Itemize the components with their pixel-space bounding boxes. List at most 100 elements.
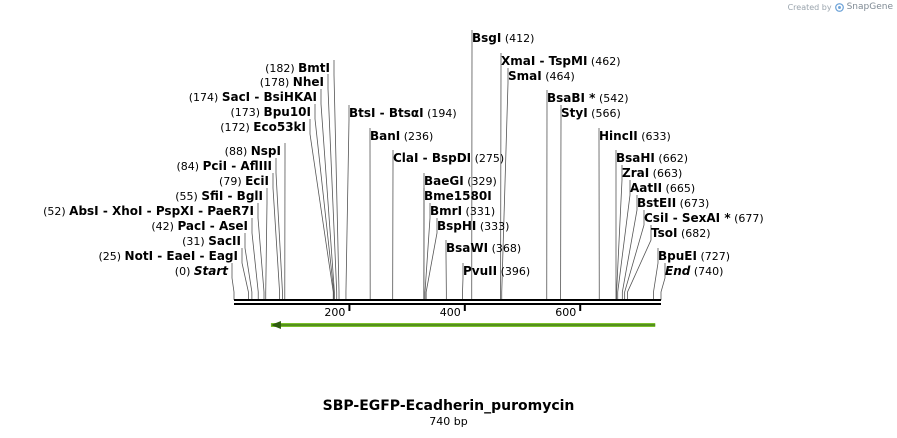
enzyme-name: AatII	[630, 181, 662, 195]
site-position: (182)	[265, 62, 298, 75]
restriction-site-nspi[interactable]: (88) NspI	[225, 144, 281, 158]
restriction-site-sacii[interactable]: (31) SacII	[182, 234, 241, 248]
enzyme-name: Bme1580I	[424, 189, 492, 203]
app-name: SnapGene	[846, 2, 893, 12]
site-position: (663)	[649, 167, 682, 180]
sequence-title: SBP-EGFP-Ecadherin_puromycin	[322, 398, 575, 414]
restriction-site-aatii[interactable]: AatII (665)	[630, 181, 695, 195]
restriction-site-absi[interactable]: (52) AbsI - XhoI - PspXI - PaeR7I	[43, 204, 254, 218]
site-label-bsteii: BstEII (673)	[637, 196, 709, 210]
enzyme-name: NotI	[125, 249, 154, 263]
site-label-nhei: (178) NheI	[260, 75, 324, 89]
site-label-bpuei: BpuEI (727)	[658, 249, 730, 263]
enzyme-name: HincII	[599, 129, 638, 143]
restriction-site-bsahi[interactable]: BsaHI (662)	[616, 151, 688, 165]
site-position: (52)	[43, 205, 69, 218]
restriction-site-btsi[interactable]: BtsI - BtsαI (194)	[349, 106, 457, 120]
enzyme-name: SfiI	[201, 189, 223, 203]
restriction-site-hincii[interactable]: HincII (633)	[599, 129, 671, 143]
restriction-site-bsteii[interactable]: BstEII (673)	[637, 196, 709, 210]
enzyme-name: AseI	[219, 219, 248, 233]
enzyme-name: TspMI	[549, 54, 588, 68]
restriction-site-bsawi[interactable]: BsaWI (368)	[446, 241, 521, 255]
enzyme-name: BanI	[370, 129, 400, 143]
site-label-saci: (174) SacI - BsiHKAI	[189, 90, 317, 104]
restriction-site-sfii[interactable]: (55) SfiI - BglI	[175, 189, 263, 203]
enzyme-name: TsoI	[651, 226, 677, 240]
site-label-pvuii: PvuII (396)	[463, 264, 530, 278]
restriction-site-paci[interactable]: (42) PacI - AseI	[151, 219, 248, 233]
enzyme-name: Eco53kI	[253, 120, 306, 134]
leader-zrai	[616, 165, 623, 300]
site-label-zrai: ZraI (663)	[622, 166, 682, 180]
restriction-site-bpu10i[interactable]: (173) Bpu10I	[230, 105, 311, 119]
site-label-smai: SmaI (464)	[508, 69, 575, 83]
site-position: (173)	[230, 106, 263, 119]
site-position: (42)	[151, 220, 177, 233]
restriction-site-nhei[interactable]: (178) NheI	[260, 75, 324, 89]
site-label-bme1580i: Bme1580I	[424, 189, 492, 203]
restriction-site-baegi[interactable]: BaeGI (329)	[424, 174, 497, 188]
site-label-sfii: (55) SfiI - BglI	[175, 189, 263, 203]
restriction-site-csii[interactable]: CsiI - SexAI * (677)	[644, 211, 764, 225]
restriction-site-bpuei[interactable]: BpuEI (727)	[658, 249, 730, 263]
restriction-site-bme1580i[interactable]: Bme1580I	[424, 189, 492, 203]
enzyme-name: SmaI	[508, 69, 542, 83]
site-label-bsphi: BspHI (333)	[437, 219, 509, 233]
leader-eco53ki	[309, 119, 334, 300]
restriction-site-pvuii[interactable]: PvuII (396)	[463, 264, 530, 278]
leader-sfii	[265, 188, 268, 300]
enzyme-name: CsiI	[644, 211, 669, 225]
restriction-site-bmti[interactable]: (182) BmtI	[265, 61, 330, 75]
enzyme-labels: (0) Start(25) NotI - EaeI - EagI(31) Sac…	[43, 31, 764, 278]
site-label-tsoi: TsoI (682)	[651, 226, 711, 240]
leader-aatii	[617, 180, 631, 300]
leader-btsi	[345, 105, 350, 300]
restriction-site-smai[interactable]: SmaI (464)	[508, 69, 575, 83]
enzyme-name: SacII	[208, 234, 241, 248]
restriction-site-start[interactable]: (0) Start	[175, 264, 229, 278]
restriction-site-tsoi[interactable]: TsoI (682)	[651, 226, 711, 240]
restriction-site-bsphi[interactable]: BspHI (333)	[437, 219, 509, 233]
restriction-site-noti[interactable]: (25) NotI - EaeI - EagI	[98, 249, 238, 263]
site-position: (88)	[225, 145, 251, 158]
site-position: (677)	[731, 212, 764, 225]
restriction-site-pcii[interactable]: (84) PciI - AflIII	[177, 159, 273, 173]
enzyme-name: Bpu10I	[264, 105, 311, 119]
restriction-site-bsgi[interactable]: BsgI (412)	[472, 31, 534, 45]
enzyme-name: SacI	[222, 90, 250, 104]
restriction-site-styi[interactable]: StyI (566)	[561, 106, 621, 120]
enzyme-name: Start	[194, 264, 229, 278]
feature-arrow[interactable]	[270, 321, 656, 329]
restriction-site-bani[interactable]: BanI (236)	[370, 129, 433, 143]
site-label-noti: (25) NotI - EaeI - EagI	[98, 249, 238, 263]
enzyme-name: PaeR7I	[207, 204, 254, 218]
restriction-site-ecii[interactable]: (79) EciI	[219, 174, 269, 188]
leader-sacii	[244, 233, 253, 300]
restriction-site-bsabi[interactable]: BsaBI * (542)	[547, 91, 629, 105]
leader-bpu10i	[314, 104, 335, 300]
enzyme-name: ZraI	[622, 166, 649, 180]
branding: Created by SnapGene	[788, 2, 893, 12]
leader-bmri	[424, 203, 431, 300]
site-label-sacii: (31) SacII	[182, 234, 241, 248]
restriction-site-bmri[interactable]: BmrI (331)	[430, 204, 495, 218]
site-position: (31)	[182, 235, 208, 248]
restriction-site-zrai[interactable]: ZraI (663)	[622, 166, 682, 180]
restriction-site-eco53ki[interactable]: (172) Eco53kI	[220, 120, 306, 134]
restriction-site-clai[interactable]: ClaI - BspDI (275)	[393, 151, 504, 165]
site-label-xmai: XmaI - TspMI (462)	[501, 54, 620, 68]
site-position: (329)	[464, 175, 497, 188]
site-position: (172)	[220, 121, 253, 134]
restriction-site-saci[interactable]: (174) SacI - BsiHKAI	[189, 90, 317, 104]
sequence-length: 740 bp	[429, 415, 468, 428]
enzyme-name: PspXI	[156, 204, 194, 218]
leader-csii	[624, 210, 645, 300]
enzyme-name: BmrI	[430, 204, 462, 218]
restriction-site-end[interactable]: End (740)	[665, 264, 723, 278]
site-label-eco53ki: (172) Eco53kI	[220, 120, 306, 134]
ruler-tick-label: 600	[555, 306, 576, 319]
site-label-bani: BanI (236)	[370, 129, 433, 143]
leader-ecii	[272, 173, 280, 300]
restriction-site-xmai[interactable]: XmaI - TspMI (462)	[501, 54, 620, 68]
